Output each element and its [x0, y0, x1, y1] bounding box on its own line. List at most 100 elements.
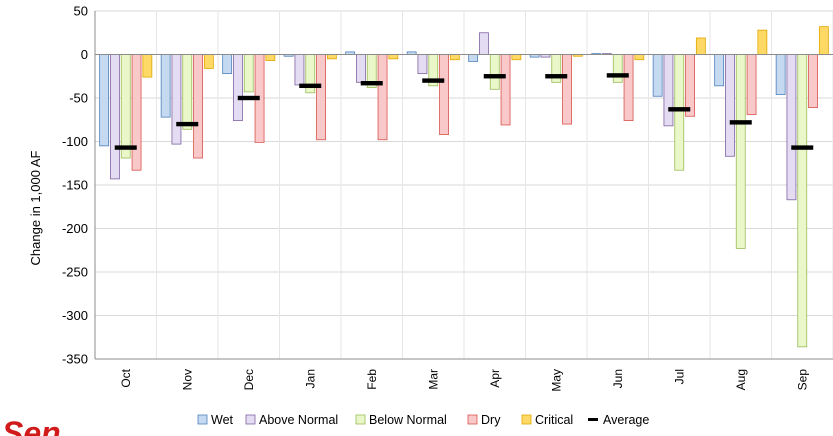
- y-tick-label: -100: [62, 134, 88, 149]
- bar-above-normal-dec: [233, 54, 243, 122]
- bar-critical-dec: [265, 54, 276, 61]
- bar-critical-jun: [634, 54, 645, 61]
- x-tick-label-feb: Feb: [365, 369, 379, 390]
- legend-label: Wet: [211, 413, 234, 427]
- bar-below-normal-dec: [243, 54, 254, 93]
- bar-above-normal-feb: [356, 54, 366, 83]
- bar-above-normal-oct: [110, 54, 120, 180]
- axes: [94, 11, 833, 360]
- bar-critical-jan: [326, 54, 337, 60]
- bar-dry-jul: [685, 54, 695, 117]
- x-tick-labels: Oct Nov Dec Jan Feb Mar Apr May Jun Jul Aug Sep: [119, 368, 810, 391]
- x-tick-label-apr: Apr: [488, 369, 502, 388]
- x-tick-label-jan: Jan: [303, 369, 317, 388]
- bar-below-normal-apr: [489, 54, 500, 90]
- average-marker-oct: [114, 145, 137, 150]
- bar-below-normal-aug: [735, 54, 746, 249]
- legend-item-above-normal: Above Normal: [245, 413, 338, 427]
- legend-swatch: [197, 414, 208, 425]
- legend-item-wet: Wet: [197, 413, 234, 427]
- legend-swatch: [467, 414, 478, 425]
- bar-wet-sep: [775, 54, 786, 95]
- bar-critical-oct: [142, 54, 153, 78]
- bar-dry-feb: [377, 54, 388, 141]
- bar-above-normal-jul: [663, 54, 674, 127]
- bar-dry-may: [562, 54, 572, 125]
- bar-above-normal-aug: [725, 54, 735, 157]
- x-tick-label-sep: Sep: [795, 369, 809, 391]
- logo-fragment: Sen: [2, 415, 61, 436]
- bar-critical-aug: [757, 29, 768, 55]
- legend-label: Above Normal: [259, 413, 338, 427]
- bar-wet-apr: [468, 54, 479, 62]
- bar-below-normal-jun: [612, 54, 623, 83]
- average-marker-mar: [422, 78, 445, 83]
- legend-swatch: [245, 414, 256, 425]
- bar-wet-dec: [222, 54, 233, 75]
- legend-item-average: Average: [588, 413, 649, 427]
- average-marker-jun: [606, 73, 629, 78]
- y-tick-label: -50: [69, 91, 88, 106]
- average-marker-dec: [237, 95, 260, 101]
- bar-critical-mar: [449, 54, 460, 61]
- bar-dry-aug: [746, 54, 757, 115]
- bar-dry-nov: [193, 54, 203, 159]
- average-marker-jul: [668, 107, 691, 112]
- legend: Wet Above Normal Below Normal Dry Critical Av…: [197, 413, 649, 427]
- y-tick-label: -300: [62, 308, 88, 323]
- legend-item-below-normal: Below Normal: [355, 413, 447, 427]
- bar-critical-apr: [511, 54, 522, 61]
- bar-above-normal-sep: [786, 54, 797, 201]
- y-tick-label: 50: [74, 4, 88, 19]
- average-marker-nov: [176, 121, 199, 127]
- bar-wet-oct: [99, 54, 110, 147]
- average-marker-jan: [299, 83, 322, 89]
- bar-dry-mar: [439, 54, 449, 135]
- bar-critical-sep: [818, 26, 829, 55]
- legend-label: Dry: [481, 413, 501, 427]
- average-marker-apr: [483, 74, 506, 79]
- x-tick-label-jul: Jul: [672, 369, 686, 384]
- bar-wet-jul: [652, 54, 663, 97]
- x-tick-label-dec: Dec: [242, 369, 256, 390]
- bar-dry-jun: [623, 54, 634, 122]
- y-tick-labels: 50 0 -50 -100 -150 -200 -250 -300 -350: [62, 4, 88, 367]
- bar-dry-sep: [808, 54, 818, 108]
- legend-item-critical: Critical: [521, 413, 573, 427]
- bar-below-normal-sep: [797, 54, 808, 348]
- legend-label: Average: [603, 413, 649, 427]
- bar-critical-jul: [695, 37, 706, 55]
- bar-dry-apr: [500, 54, 511, 126]
- bar-dry-oct: [131, 54, 142, 171]
- bar-critical-feb: [388, 54, 399, 60]
- x-tick-label-nov: Nov: [180, 369, 194, 390]
- bar-below-normal-oct: [120, 54, 131, 159]
- y-tick-label: -350: [62, 352, 88, 367]
- y-tick-label: 0: [81, 47, 88, 62]
- x-tick-label-aug: Aug: [734, 369, 748, 390]
- y-tick-label: -250: [62, 265, 88, 280]
- bar-critical-nov: [203, 54, 214, 69]
- bar-above-normal-jan: [294, 54, 305, 86]
- y-tick-label: -200: [62, 221, 88, 236]
- bar-dry-jan: [316, 54, 326, 141]
- x-tick-label-jun: Jun: [611, 369, 625, 388]
- legend-swatch: [521, 414, 532, 425]
- x-tick-label-mar: Mar: [426, 369, 440, 390]
- bar-below-normal-jul: [674, 54, 685, 171]
- bar-above-normal-nov: [171, 54, 182, 145]
- legend-swatch: [355, 414, 366, 425]
- bar-below-normal-nov: [182, 54, 193, 130]
- x-tick-label-oct: Oct: [119, 368, 133, 387]
- bar-above-normal-mar: [417, 54, 428, 75]
- legend-label: Critical: [535, 413, 573, 427]
- legend-item-dry: Dry: [467, 413, 501, 427]
- average-marker-aug: [729, 120, 752, 125]
- bar-above-normal-apr: [479, 32, 489, 55]
- legend-swatch: [588, 418, 598, 421]
- gridlines: [94, 10, 833, 360]
- legend-label: Below Normal: [369, 413, 447, 427]
- average-marker-sep: [791, 145, 814, 150]
- bar-wet-aug: [714, 54, 725, 87]
